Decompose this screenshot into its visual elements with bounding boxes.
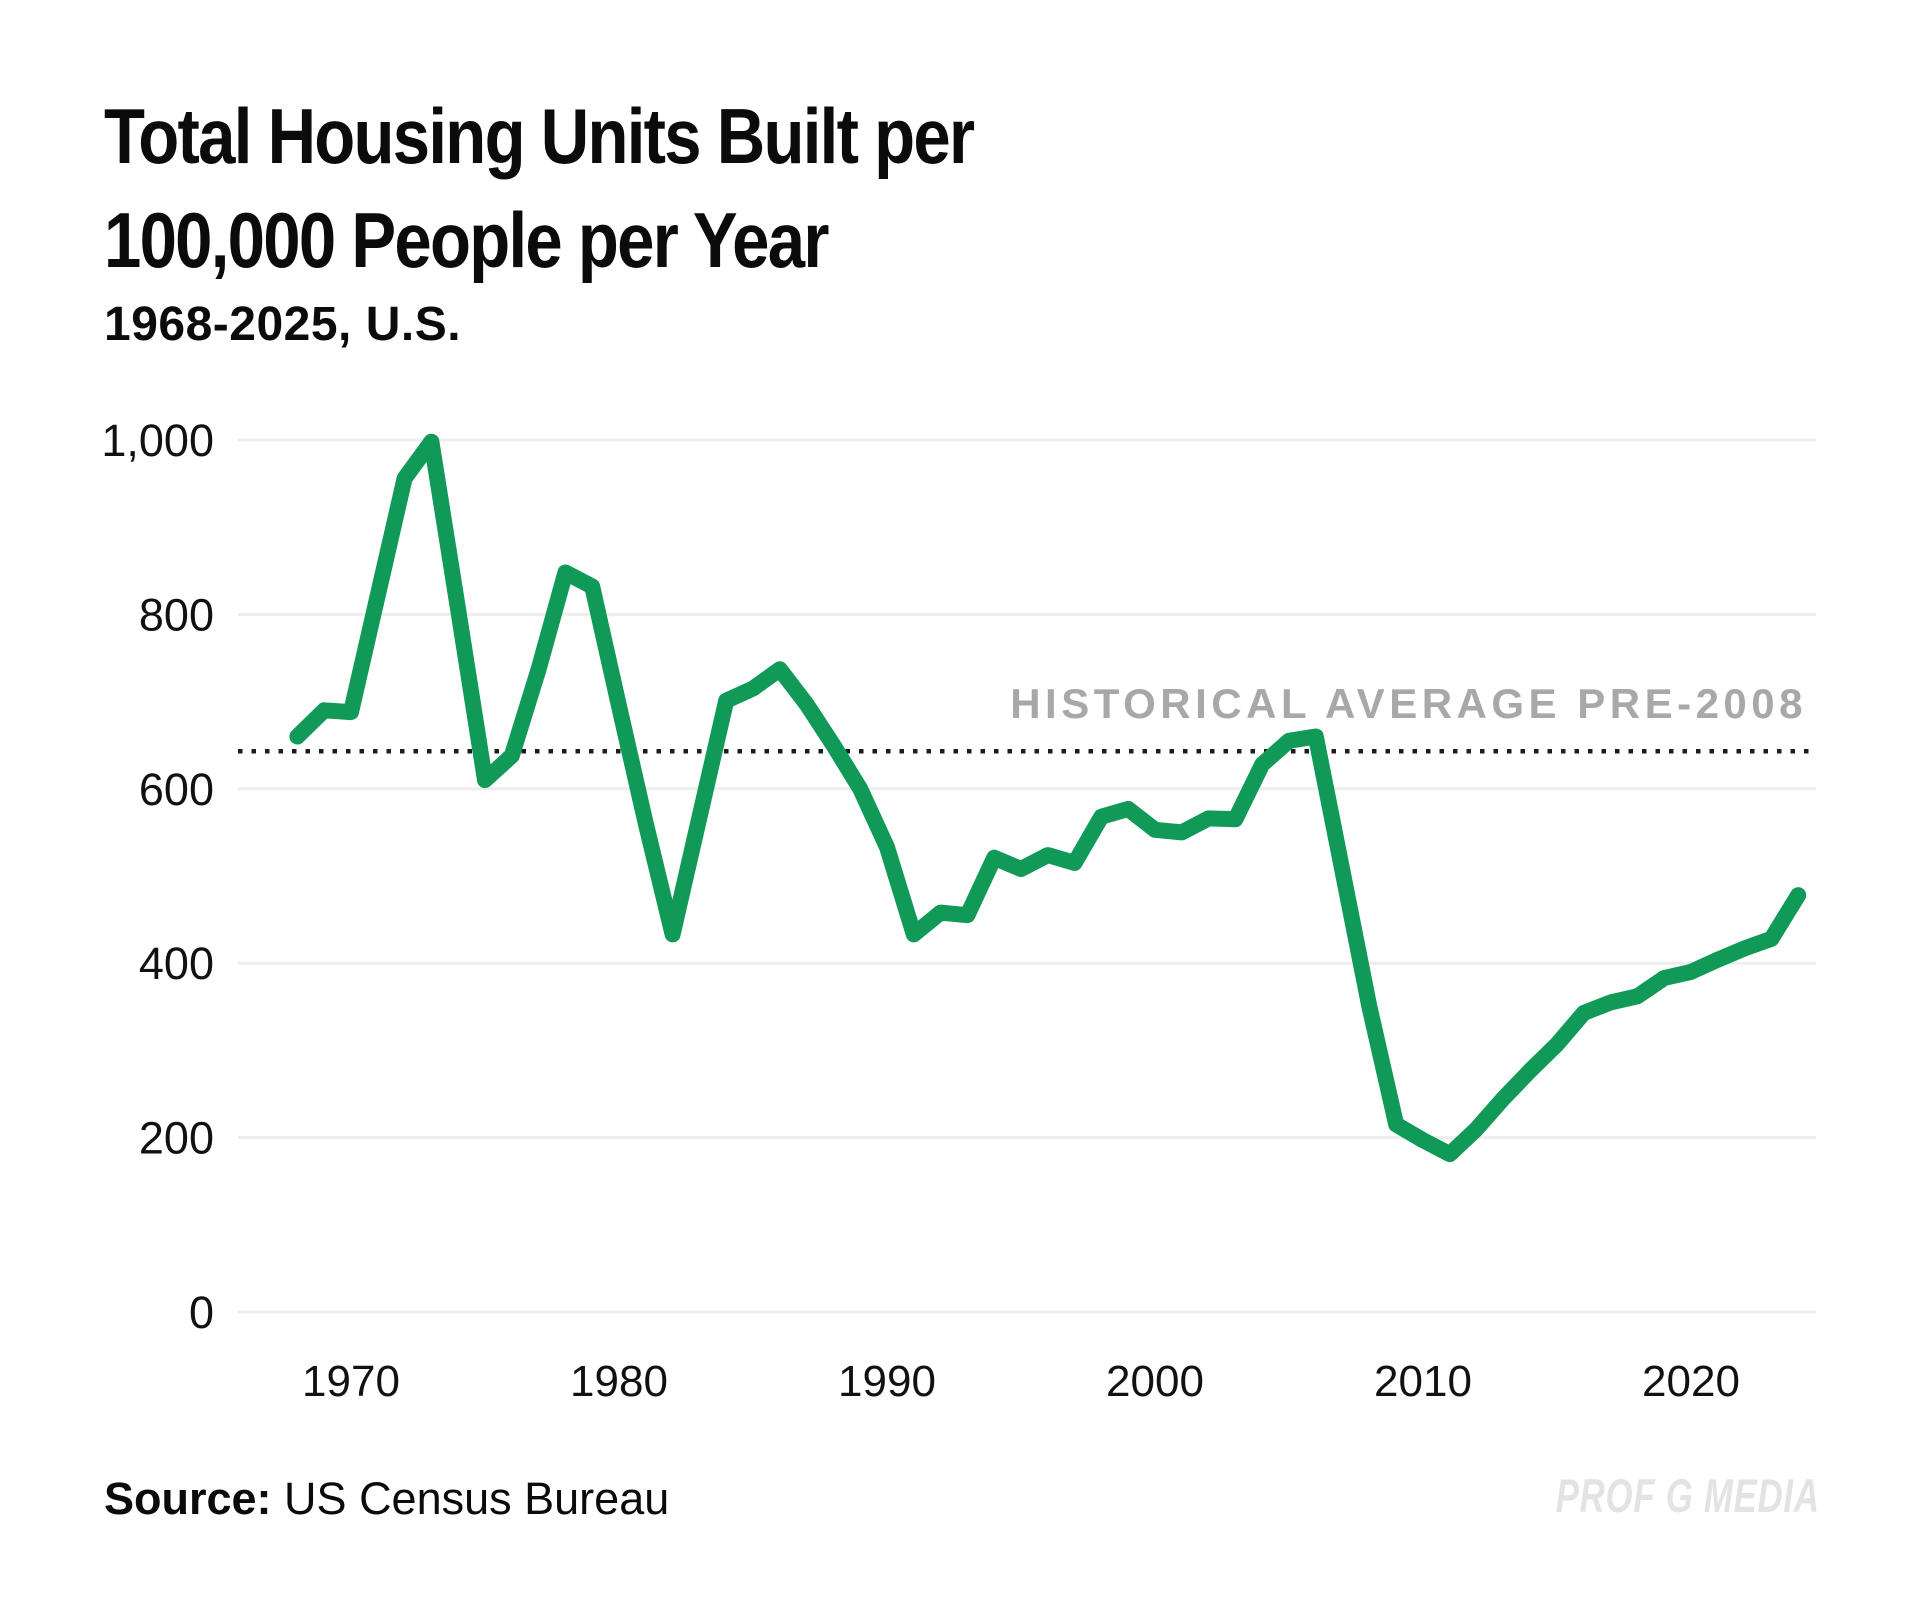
chart-subtitle: 1968-2025, U.S. xyxy=(104,298,462,351)
x-tick-label-2020: 2020 xyxy=(1642,1357,1740,1406)
x-tick-label-2000: 2000 xyxy=(1106,1357,1204,1406)
x-tick-label-1980: 1980 xyxy=(570,1357,668,1406)
y-tick-label-800: 800 xyxy=(139,589,214,640)
source-note: Source: US Census Bureau xyxy=(104,1473,669,1525)
y-tick-label-400: 400 xyxy=(139,938,214,989)
x-tick-label-1970: 1970 xyxy=(302,1357,400,1406)
historical-average-label: HISTORICAL AVERAGE PRE-2008 xyxy=(1010,680,1807,727)
x-tick-label-2010: 2010 xyxy=(1374,1357,1472,1406)
source-label: Source: xyxy=(104,1473,272,1524)
x-tick-label-1990: 1990 xyxy=(838,1357,936,1406)
housing-units-line xyxy=(289,433,1807,1163)
y-tick-label-200: 200 xyxy=(139,1113,214,1164)
title-line-2: 100,000 People per Year xyxy=(104,196,829,284)
prof-g-media-watermark: PROF G MEDIA xyxy=(1556,1469,1820,1522)
page-title: Total Housing Units Built per 100,000 Pe… xyxy=(104,84,1115,292)
source-value: US Census Bureau xyxy=(271,1473,670,1524)
y-tick-label-0: 0 xyxy=(189,1287,214,1338)
y-tick-label-1000: 1,000 xyxy=(101,415,214,466)
y-tick-label-600: 600 xyxy=(139,764,214,815)
title-line-1: Total Housing Units Built per xyxy=(104,92,975,180)
